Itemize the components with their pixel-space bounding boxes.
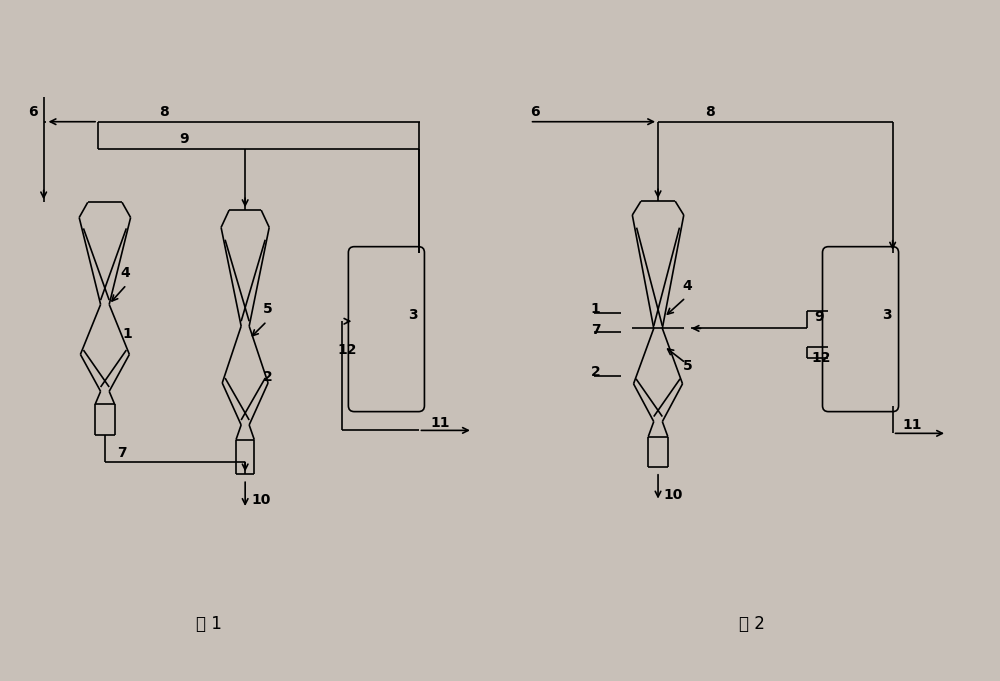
Text: 3: 3 [882, 308, 892, 322]
Text: 4: 4 [683, 279, 692, 293]
Text: 5: 5 [683, 359, 692, 373]
Text: 6: 6 [530, 105, 539, 118]
Text: 12: 12 [812, 351, 831, 365]
Text: 1: 1 [123, 327, 132, 341]
Text: 2: 2 [263, 370, 273, 383]
Text: 11: 11 [903, 418, 922, 432]
Text: 11: 11 [430, 416, 450, 430]
Text: 7: 7 [591, 323, 600, 337]
Text: 4: 4 [121, 266, 130, 280]
Text: 8: 8 [159, 105, 169, 118]
Text: 8: 8 [705, 105, 715, 118]
Text: 图 1: 图 1 [196, 616, 222, 633]
Text: 6: 6 [28, 105, 37, 118]
Text: 9: 9 [179, 132, 189, 146]
Text: 9: 9 [815, 311, 824, 324]
Text: 7: 7 [117, 445, 126, 460]
Text: 12: 12 [338, 343, 357, 357]
Text: 10: 10 [663, 488, 682, 501]
Text: 1: 1 [591, 302, 601, 317]
Text: 2: 2 [591, 364, 601, 379]
Text: 3: 3 [408, 308, 418, 322]
Text: 5: 5 [263, 302, 273, 317]
Text: 10: 10 [251, 493, 270, 507]
Text: 图 2: 图 2 [739, 616, 765, 633]
